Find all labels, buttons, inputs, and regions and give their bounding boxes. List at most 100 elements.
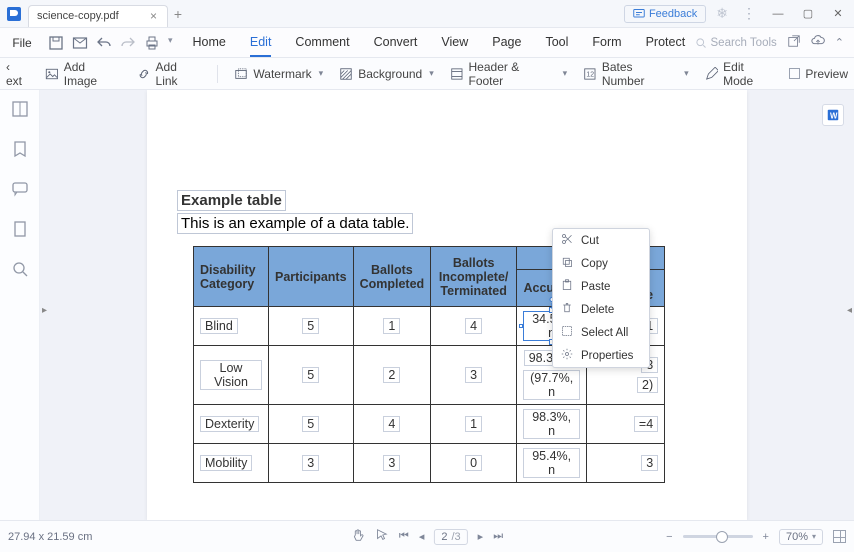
cloud-icon[interactable] <box>811 34 825 51</box>
cell-time[interactable]: 3 <box>641 455 658 471</box>
document-canvas[interactable]: ▸ ◂ W Example table This is an example o… <box>40 90 854 520</box>
panel-expand-left-icon[interactable]: ▸ <box>42 305 47 316</box>
feedback-button[interactable]: Feedback <box>624 5 706 23</box>
theme-icon[interactable]: ❄ <box>712 5 732 22</box>
fit-page-icon[interactable] <box>833 530 846 543</box>
menu-items: Home Edit Comment Convert View Page Tool Form Pr… <box>193 29 686 57</box>
cell-completed[interactable]: 1 <box>383 318 400 334</box>
cell-category[interactable]: Blind <box>200 318 238 334</box>
panel-expand-right-icon[interactable]: ◂ <box>847 305 852 316</box>
next-page-icon[interactable]: ▸ <box>478 530 484 543</box>
cell-participants[interactable]: 5 <box>302 318 319 334</box>
cell-completed[interactable]: 2 <box>383 367 400 383</box>
status-bar: 27.94 x 21.59 cm ⏮ ◂ 2 /3 ▸ ⏭ − + 70% ▾ <box>0 520 854 552</box>
file-menu[interactable]: File <box>4 36 40 50</box>
context-properties[interactable]: Properties <box>553 344 649 367</box>
zoom-out-icon[interactable]: − <box>666 531 672 543</box>
cell-participants[interactable]: 5 <box>302 367 319 383</box>
menu-home[interactable]: Home <box>193 29 226 57</box>
new-tab-button[interactable]: + <box>168 6 188 22</box>
th-disability: Disability Category <box>194 247 269 307</box>
preview-toggle[interactable]: Preview <box>789 67 848 81</box>
bates-number-tool[interactable]: 12 Bates Number▾ <box>583 60 689 88</box>
cell-participants[interactable]: 5 <box>302 416 319 432</box>
left-panel-toolbar <box>0 90 40 520</box>
hand-tool-icon[interactable] <box>351 528 365 545</box>
header-footer-tool[interactable]: Header & Footer▾ <box>450 60 567 88</box>
app-logo-icon <box>0 0 28 28</box>
add-link-tool[interactable]: Add Link <box>137 60 202 88</box>
zoom-slider[interactable] <box>683 535 753 538</box>
select-icon <box>561 325 573 340</box>
cell-accuracy-sub[interactable]: (97.7%, n <box>523 370 580 400</box>
cell-incomplete[interactable]: 3 <box>465 367 482 383</box>
menu-edit[interactable]: Edit <box>250 29 272 57</box>
mail-icon[interactable] <box>72 35 88 51</box>
context-menu[interactable]: CutCopyPasteDeleteSelect AllProperties <box>552 228 650 368</box>
cell-accuracy[interactable]: 98.3%, n <box>523 409 580 439</box>
tab-close-icon[interactable]: × <box>148 9 159 23</box>
th-participants: Participants <box>269 247 354 307</box>
cell-category[interactable]: Mobility <box>200 455 252 471</box>
comments-icon[interactable] <box>11 180 29 198</box>
bookmarks-icon[interactable] <box>11 140 29 158</box>
cell-incomplete[interactable]: 4 <box>465 318 482 334</box>
menu-expand-icon[interactable]: ⌃ <box>835 36 844 49</box>
page-dimensions: 27.94 x 21.59 cm <box>8 531 92 543</box>
context-copy[interactable]: Copy <box>553 252 649 275</box>
cell-completed[interactable]: 4 <box>383 416 400 432</box>
cell-time[interactable]: =4 <box>634 416 658 432</box>
document-tab[interactable]: science-copy.pdf × <box>28 5 168 27</box>
context-select-all[interactable]: Select All <box>553 321 649 344</box>
context-cut[interactable]: Cut <box>553 229 649 252</box>
page-input[interactable]: 2 /3 <box>434 529 467 545</box>
word-export-icon[interactable]: W <box>822 104 844 126</box>
print-icon[interactable] <box>144 35 160 51</box>
svg-text:W: W <box>830 112 838 121</box>
caption-editbox[interactable]: This is an example of a data table. <box>177 213 413 234</box>
cell-participants[interactable]: 3 <box>302 455 319 471</box>
search-tools[interactable]: Search Tools <box>695 37 777 49</box>
edit-mode-tool[interactable]: Edit Mode <box>705 60 776 88</box>
first-page-icon[interactable]: ⏮ <box>399 530 409 543</box>
maximize-button[interactable]: ▢ <box>796 3 820 25</box>
zoom-level[interactable]: 70% ▾ <box>779 529 823 545</box>
thumbnails-icon[interactable] <box>11 100 29 118</box>
ext-tool[interactable]: ‹ ext <box>6 60 29 88</box>
title-editbox[interactable]: Example table <box>177 190 286 211</box>
last-page-icon[interactable]: ⏭ <box>493 530 503 543</box>
menu-view[interactable]: View <box>441 29 468 57</box>
more-icon[interactable]: ⋮ <box>738 5 760 22</box>
cell-incomplete[interactable]: 1 <box>465 416 482 432</box>
menu-protect[interactable]: Protect <box>646 29 686 57</box>
save-icon[interactable] <box>48 35 64 51</box>
context-delete[interactable]: Delete <box>553 298 649 321</box>
cell-completed[interactable]: 3 <box>383 455 400 471</box>
select-tool-icon[interactable] <box>375 528 389 545</box>
prev-page-icon[interactable]: ◂ <box>419 530 425 543</box>
zoom-in-icon[interactable]: + <box>763 531 769 543</box>
cell-accuracy[interactable]: 95.4%, n <box>523 448 580 478</box>
minimize-button[interactable]: — <box>766 3 790 25</box>
cell-category[interactable]: Low Vision <box>200 360 262 390</box>
watermark-tool[interactable]: Watermark▾ <box>234 67 323 81</box>
context-paste[interactable]: Paste <box>553 275 649 298</box>
background-tool[interactable]: Background▾ <box>339 67 434 81</box>
add-image-tool[interactable]: Add Image <box>45 60 121 88</box>
menu-page[interactable]: Page <box>492 29 521 57</box>
preview-checkbox-icon[interactable] <box>789 68 800 79</box>
qat-dropdown-icon[interactable]: ▾ <box>168 35 173 51</box>
undo-icon[interactable] <box>96 35 112 51</box>
cell-time-sub[interactable]: 2) <box>637 377 658 393</box>
close-window-button[interactable]: ✕ <box>826 3 850 25</box>
open-external-icon[interactable] <box>787 34 801 51</box>
menu-form[interactable]: Form <box>592 29 621 57</box>
cell-category[interactable]: Dexterity <box>200 416 259 432</box>
menu-convert[interactable]: Convert <box>374 29 418 57</box>
menu-tool[interactable]: Tool <box>545 29 568 57</box>
cell-incomplete[interactable]: 0 <box>465 455 482 471</box>
redo-icon[interactable] <box>120 35 136 51</box>
attachments-icon[interactable] <box>11 220 29 238</box>
menu-comment[interactable]: Comment <box>295 29 349 57</box>
search-icon[interactable] <box>11 260 29 278</box>
